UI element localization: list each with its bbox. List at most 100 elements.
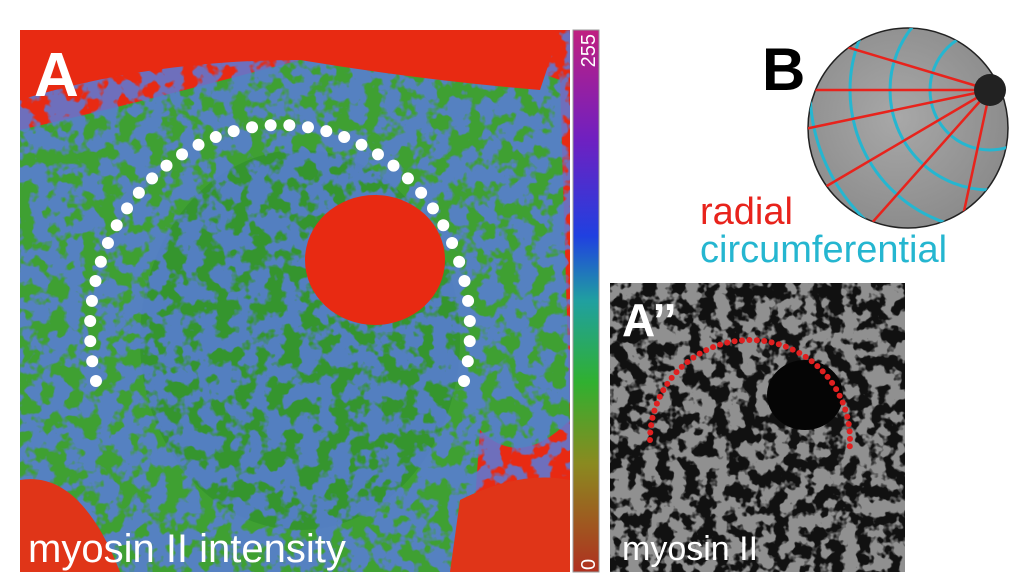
outline-dot <box>647 437 653 443</box>
radial-line <box>869 89 991 226</box>
outline-dot <box>387 159 400 172</box>
outline-dot <box>724 339 731 346</box>
outline-dot <box>846 435 853 442</box>
outline-dot <box>696 350 703 357</box>
panel-label: A <box>34 41 79 110</box>
legend-radial: radial <box>700 191 793 233</box>
outline-dot <box>814 363 821 370</box>
outline-dot <box>246 121 259 134</box>
outline-dot <box>89 374 102 387</box>
outline-dot <box>110 219 123 232</box>
caption: myosin II intensity <box>28 527 346 571</box>
outline-dot <box>415 186 428 199</box>
outline-dot <box>775 341 782 348</box>
outline-dot <box>176 148 189 161</box>
outline-dot <box>819 368 826 375</box>
radial-line <box>819 88 991 192</box>
outline-dot <box>653 400 660 407</box>
outline-dot <box>668 374 675 381</box>
outline-dot <box>836 392 843 399</box>
outline-dot <box>458 275 471 288</box>
outline-dot <box>768 339 775 346</box>
outline-dot <box>264 119 277 132</box>
outline-dot <box>802 353 809 360</box>
outline-dot <box>710 344 717 351</box>
outline-dot <box>446 237 459 250</box>
outline-dot <box>717 341 724 348</box>
outline-dot <box>401 172 414 185</box>
outline-dot <box>146 172 159 185</box>
outline-dot <box>338 131 351 144</box>
outline-dot <box>437 219 450 232</box>
colorbar <box>572 29 600 573</box>
outline-dot <box>209 131 222 144</box>
panel-a2-image <box>610 283 905 572</box>
outline-dot <box>84 314 97 327</box>
colorbar-max: 255 <box>578 34 600 67</box>
outline-dot <box>453 255 466 268</box>
outline-dot <box>844 413 851 420</box>
outline-dot <box>192 138 205 151</box>
outline-dot <box>89 275 102 288</box>
colorbar-min: 0 <box>578 559 600 570</box>
outline-dot <box>121 202 134 215</box>
panel-label: B <box>762 36 805 103</box>
outline-dot <box>808 358 815 365</box>
outline-dot <box>86 355 99 368</box>
outline-dot <box>458 374 471 387</box>
caption: myosin II <box>622 530 758 568</box>
outline-dot <box>101 237 114 250</box>
outline-dot <box>761 338 768 345</box>
outline-dot <box>463 314 476 327</box>
outline-dot <box>656 393 663 400</box>
outline-dot <box>796 350 803 357</box>
schematic-disc <box>807 27 1009 229</box>
schematic-center <box>974 74 1006 106</box>
outline-dot <box>829 379 836 386</box>
outline-dot <box>132 186 145 199</box>
outline-dot <box>648 422 655 429</box>
outline-dot <box>371 148 384 161</box>
outline-dot <box>462 294 475 307</box>
outline-dot <box>703 347 710 354</box>
outline-dot <box>463 335 476 348</box>
outline-dot <box>684 359 691 366</box>
outline-dot <box>426 202 439 215</box>
legend-circumferential: circumferential <box>700 229 947 271</box>
outline-dot <box>94 255 107 268</box>
outline-dot <box>824 373 831 380</box>
outline-dot <box>789 346 796 353</box>
outline-dot <box>845 420 852 427</box>
outline-dot <box>160 159 173 172</box>
panel-label: A’’ <box>622 294 677 346</box>
outline-dot <box>461 355 474 368</box>
panel-a-image <box>20 30 570 572</box>
outline-dot <box>782 343 789 350</box>
outline-dot <box>690 354 697 361</box>
outline-dot <box>355 138 368 151</box>
outline-dot <box>85 294 98 307</box>
outline-dot <box>846 428 853 435</box>
outline-dot <box>738 337 745 344</box>
outline-dot <box>673 369 680 376</box>
outline-dot <box>301 121 314 134</box>
outline-dot <box>664 380 671 387</box>
outline-dot <box>283 119 296 132</box>
outline-dot <box>846 443 853 450</box>
outline-dot <box>731 338 738 345</box>
outline-dot <box>84 335 97 348</box>
outline-dot <box>842 406 849 413</box>
radial-line <box>808 88 991 132</box>
outline-dot <box>649 414 656 421</box>
outline-dot <box>833 386 840 393</box>
outline-dot <box>651 407 658 414</box>
outline-dot <box>839 399 846 406</box>
outline-dot <box>227 125 240 138</box>
outline-dot <box>753 337 760 344</box>
outline-dot <box>678 363 685 370</box>
radial-line <box>958 89 992 228</box>
radial-line <box>839 43 991 92</box>
outline-dot <box>320 125 333 138</box>
